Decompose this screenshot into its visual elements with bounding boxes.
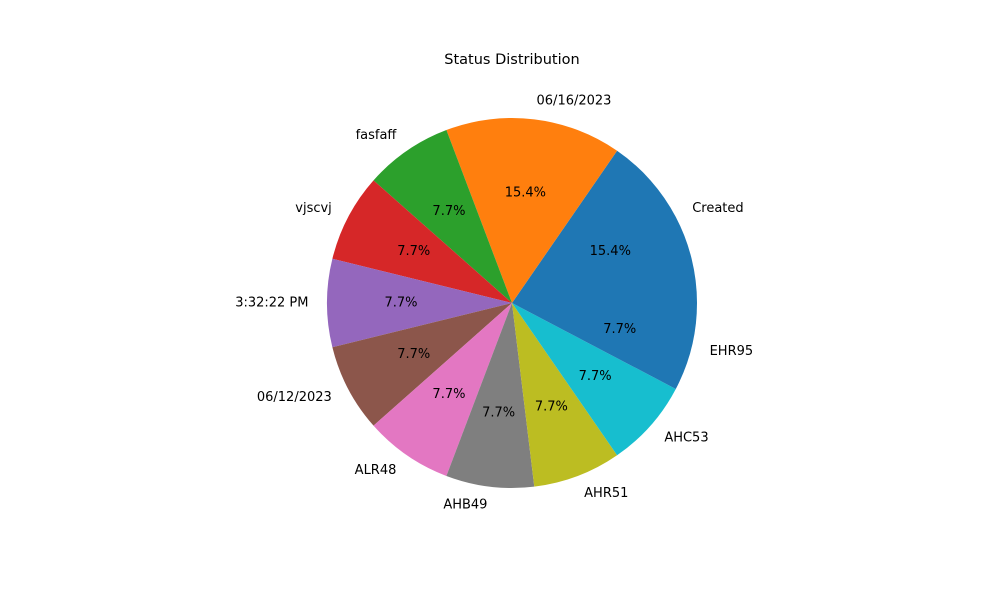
pie-slice-5: [332, 303, 512, 426]
slice-percent-2: 7.7%: [432, 204, 465, 219]
slice-label-5: 06/12/2023: [257, 390, 332, 405]
pie-slice-6: [373, 303, 512, 476]
slice-label-0: Created: [692, 201, 743, 216]
slice-percent-3: 7.7%: [397, 244, 430, 259]
pie-labels: Created 15.4% 06/16/2023 15.4% fasfaff 7.7% vj…: [235, 93, 753, 512]
slice-percent-0: 15.4%: [590, 244, 631, 259]
slice-percent-9: 7.7%: [579, 369, 612, 384]
slice-label-7: AHB49: [443, 498, 487, 513]
slice-label-2: fasfaff: [356, 128, 398, 143]
chart-title: Status Distribution: [444, 52, 579, 68]
slice-percent-1: 15.4%: [505, 185, 546, 200]
pie-slice-9: [512, 303, 676, 456]
pie-slice-0: [512, 150, 697, 303]
pie-slice-2: [373, 130, 512, 303]
slice-percent-10: 7.7%: [603, 322, 636, 337]
slice-label-8: AHR51: [584, 486, 628, 501]
pie-slice-4: [326, 258, 512, 348]
pie-slice-1: [446, 118, 618, 303]
pie-slice-7: [446, 303, 535, 489]
slice-percent-4: 7.7%: [384, 296, 417, 311]
slice-label-3: vjscvj: [295, 201, 332, 216]
pie-slice-10: [512, 303, 697, 389]
slice-label-4: 3:32:22 PM: [235, 296, 308, 311]
slice-label-1: 06/16/2023: [537, 93, 612, 108]
pie-slice-3: [332, 180, 512, 303]
slice-label-9: AHC53: [664, 430, 708, 445]
slice-percent-8: 7.7%: [535, 399, 568, 414]
slice-label-10: EHR95: [710, 344, 754, 359]
slice-percent-6: 7.7%: [432, 387, 465, 402]
pie-slices: [326, 118, 697, 489]
slice-label-6: ALR48: [355, 463, 397, 478]
slice-percent-5: 7.7%: [397, 347, 430, 362]
pie-slice-8: [512, 303, 618, 487]
slice-percent-7: 7.7%: [482, 406, 515, 421]
